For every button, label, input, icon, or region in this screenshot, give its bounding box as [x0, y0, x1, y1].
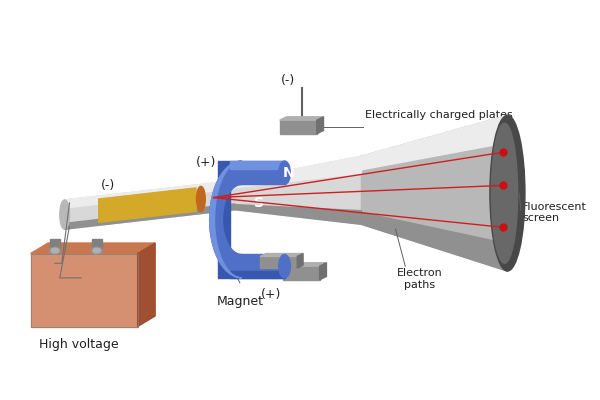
- Text: (+): (+): [261, 288, 281, 300]
- Polygon shape: [209, 161, 242, 278]
- Polygon shape: [260, 254, 303, 256]
- Text: (-): (-): [101, 179, 116, 192]
- Polygon shape: [65, 204, 235, 229]
- Text: S: S: [254, 196, 264, 210]
- Ellipse shape: [490, 115, 525, 271]
- Ellipse shape: [279, 254, 290, 278]
- Polygon shape: [230, 161, 284, 169]
- Polygon shape: [230, 271, 284, 278]
- Ellipse shape: [51, 248, 59, 253]
- Ellipse shape: [49, 247, 61, 254]
- Polygon shape: [65, 180, 235, 229]
- Polygon shape: [218, 161, 230, 278]
- Polygon shape: [99, 188, 196, 222]
- Polygon shape: [230, 161, 284, 184]
- Ellipse shape: [60, 200, 70, 229]
- Text: High voltage: High voltage: [40, 338, 119, 351]
- Polygon shape: [361, 212, 508, 271]
- Ellipse shape: [491, 123, 518, 263]
- Polygon shape: [235, 156, 361, 188]
- Text: (+): (+): [196, 156, 216, 169]
- Ellipse shape: [91, 247, 103, 254]
- Polygon shape: [31, 243, 155, 254]
- Ellipse shape: [279, 161, 290, 184]
- Polygon shape: [283, 266, 320, 280]
- Polygon shape: [361, 115, 508, 271]
- Polygon shape: [320, 263, 326, 280]
- Polygon shape: [65, 180, 235, 208]
- Ellipse shape: [197, 186, 205, 212]
- Polygon shape: [235, 156, 361, 224]
- Text: Magnet: Magnet: [217, 295, 263, 308]
- Polygon shape: [235, 205, 361, 224]
- Ellipse shape: [93, 248, 101, 253]
- Polygon shape: [209, 161, 242, 278]
- Polygon shape: [280, 120, 317, 134]
- Text: (-): (-): [281, 74, 296, 87]
- Polygon shape: [137, 243, 155, 326]
- Bar: [50, 239, 60, 251]
- Polygon shape: [230, 254, 284, 278]
- Polygon shape: [31, 254, 137, 326]
- Text: Electrically charged plates: Electrically charged plates: [365, 110, 513, 120]
- Polygon shape: [361, 115, 508, 170]
- Text: Electron
paths: Electron paths: [397, 268, 443, 290]
- Polygon shape: [297, 254, 303, 268]
- Polygon shape: [280, 117, 323, 120]
- Bar: [92, 239, 101, 251]
- Text: N: N: [283, 166, 294, 180]
- Text: Fluorescent
screen: Fluorescent screen: [522, 202, 587, 224]
- Polygon shape: [260, 256, 297, 268]
- Polygon shape: [317, 117, 323, 134]
- Polygon shape: [283, 263, 326, 266]
